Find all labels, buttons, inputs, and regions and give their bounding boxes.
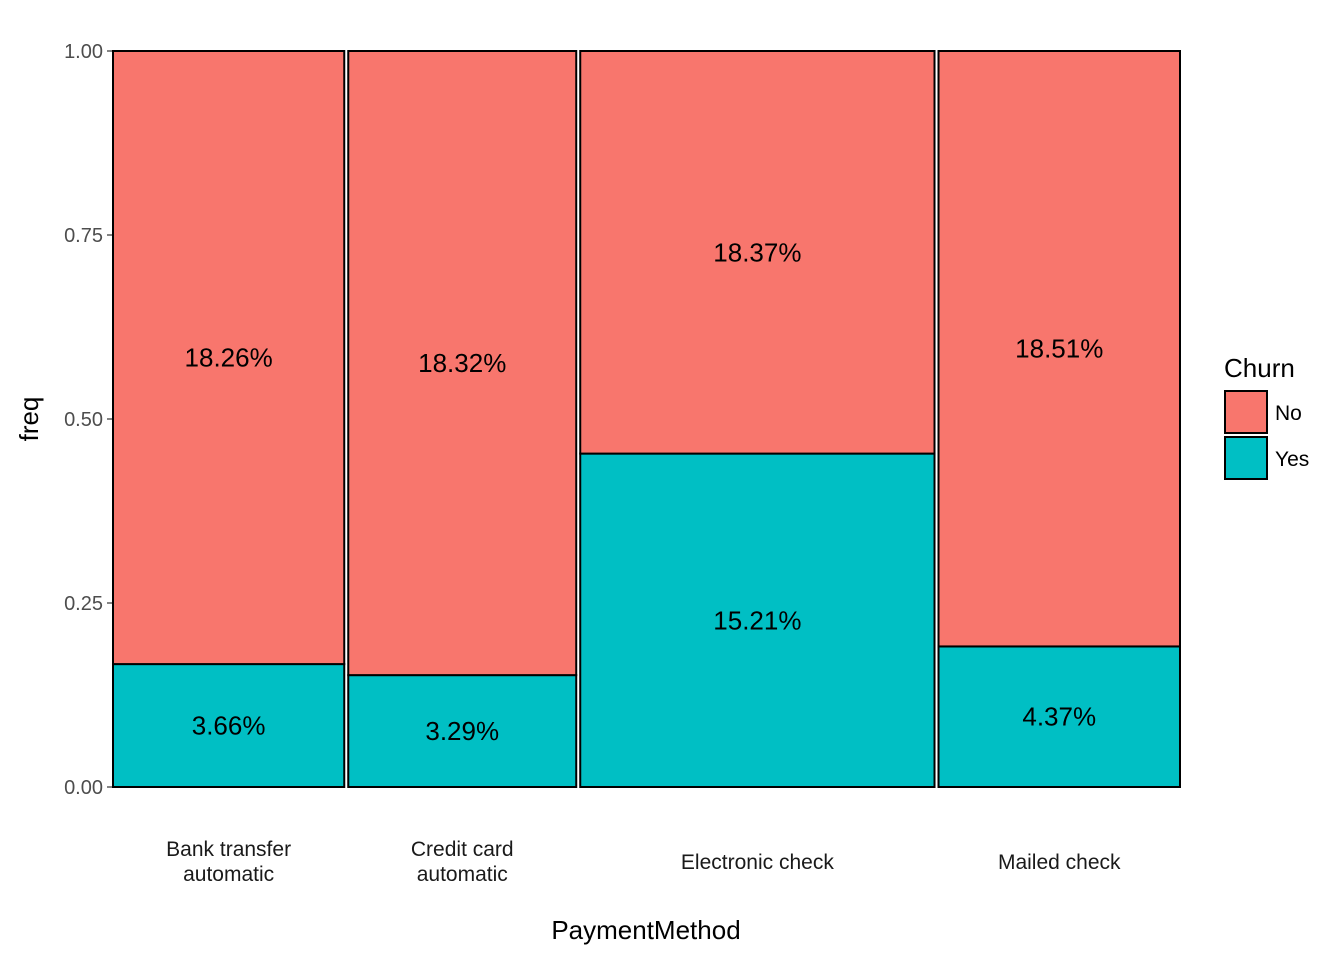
x-category-label: automatic bbox=[417, 863, 508, 886]
y-tick-label: 1.00 bbox=[64, 41, 103, 63]
bar-segment-yes bbox=[579, 452, 936, 788]
bar-segment-no bbox=[937, 50, 1181, 648]
data-label-no: 18.26% bbox=[185, 343, 273, 373]
bar-segment-no bbox=[347, 50, 578, 677]
x-category-label: automatic bbox=[183, 863, 274, 886]
y-axis-title: freq bbox=[14, 397, 44, 442]
x-category-label: Mailed check bbox=[998, 851, 1121, 874]
y-axis: 0.00 0.25 0.50 0.75 1.00 bbox=[64, 41, 113, 799]
y-tick-label: 0.75 bbox=[64, 225, 103, 247]
x-category-label: Electronic check bbox=[681, 851, 834, 874]
data-label-no: 18.37% bbox=[713, 237, 801, 267]
data-label-yes: 4.37% bbox=[1022, 702, 1096, 732]
legend-label-yes: Yes bbox=[1275, 448, 1309, 471]
x-category-label: Credit card bbox=[411, 838, 514, 861]
x-category-label: Bank transfer bbox=[166, 838, 291, 861]
x-axis-title: PaymentMethod bbox=[551, 915, 740, 945]
data-label-yes: 3.29% bbox=[425, 716, 499, 746]
y-tick-label: 0.50 bbox=[64, 409, 103, 431]
y-tick-label: 0.00 bbox=[64, 777, 103, 799]
legend-label-no: No bbox=[1275, 402, 1302, 425]
data-label-yes: 3.66% bbox=[192, 711, 266, 741]
legend: Churn No Yes bbox=[1224, 353, 1309, 480]
bar-segment-no bbox=[579, 50, 936, 455]
data-label-no: 18.51% bbox=[1015, 334, 1103, 364]
legend-title: Churn bbox=[1224, 353, 1295, 383]
bars: 3.66% 18.26% 3.29% 18.32% 15.21% 18.37% 4.37% 1… bbox=[112, 50, 1181, 789]
bar-segment-yes bbox=[112, 663, 346, 789]
y-tick-label: 0.25 bbox=[64, 593, 103, 615]
data-label-yes: 15.21% bbox=[713, 605, 801, 635]
bar-segment-no bbox=[112, 50, 346, 666]
legend-key-no bbox=[1224, 390, 1268, 434]
bar-segment-yes bbox=[937, 645, 1181, 789]
data-label-no: 18.32% bbox=[418, 348, 506, 378]
legend-key-yes bbox=[1224, 436, 1268, 480]
